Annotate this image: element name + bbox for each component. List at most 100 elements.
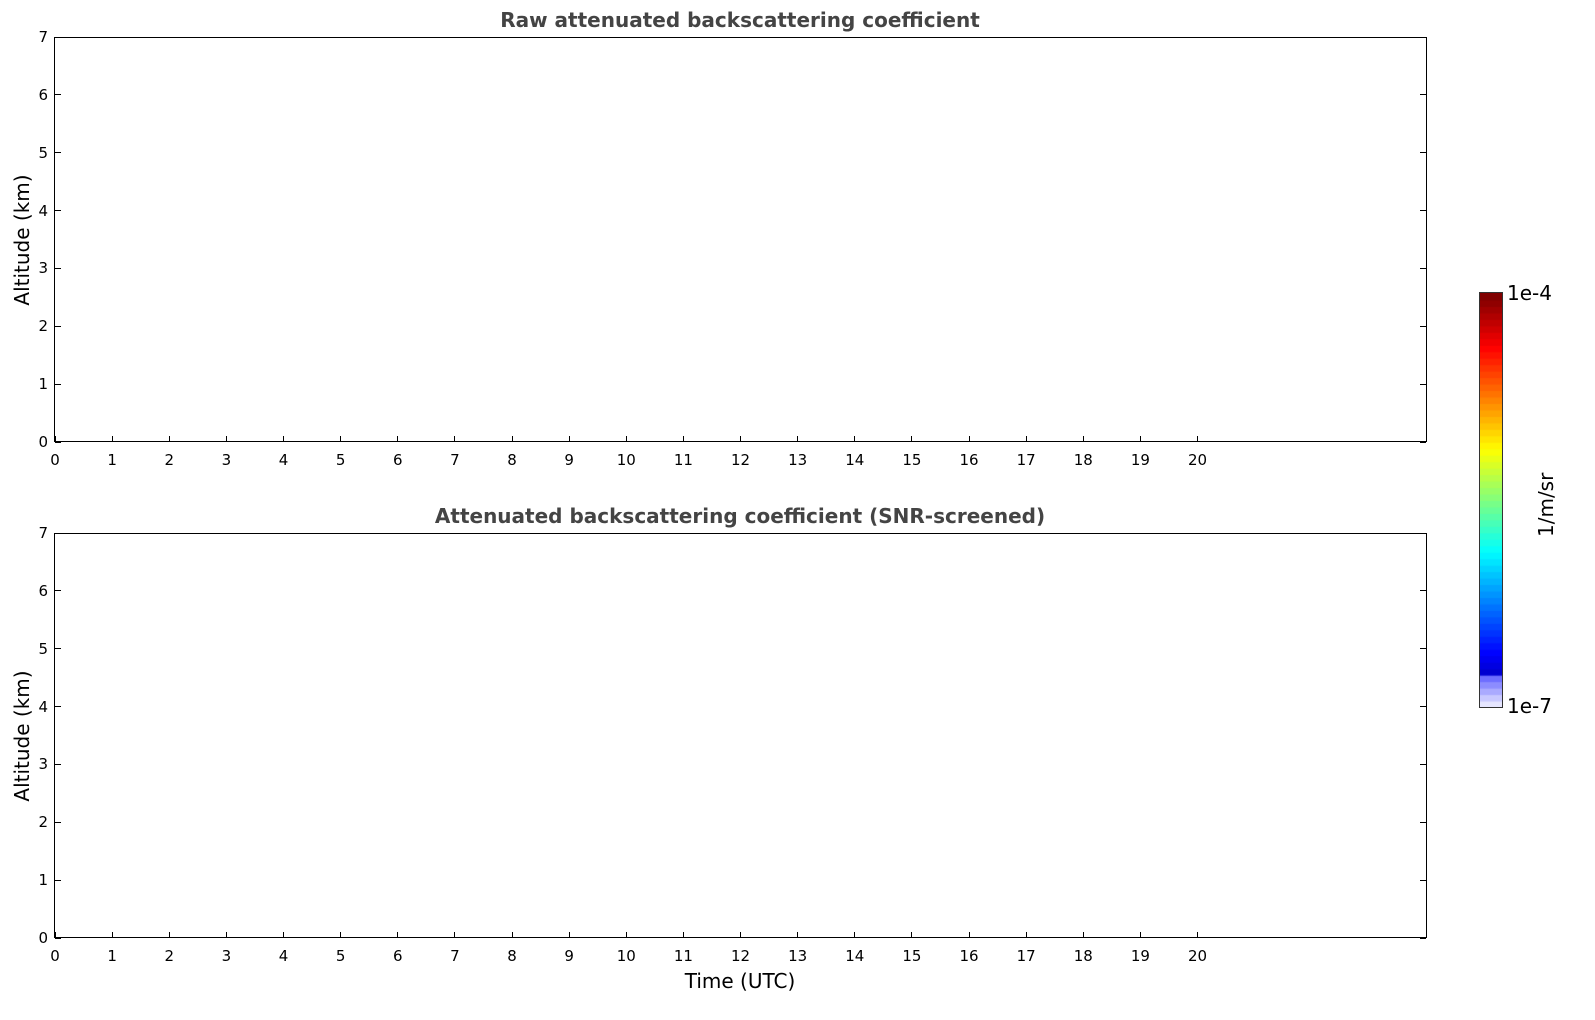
x-tick-label: 20 — [1187, 947, 1208, 965]
y-tick-label: 0 — [38, 929, 48, 947]
y-tick-mark — [1420, 590, 1426, 592]
x-tick-mark — [397, 436, 399, 442]
x-tick-mark — [1025, 932, 1027, 938]
x-tick-label: 19 — [1130, 947, 1150, 965]
x-tick-mark — [911, 932, 913, 938]
y-tick-mark — [1420, 879, 1426, 881]
x-tick-mark — [454, 436, 456, 442]
x-tick-mark — [682, 932, 684, 938]
x-tick-label: 8 — [507, 947, 517, 965]
x-tick-label: 14 — [845, 947, 865, 965]
x-tick-label: 15 — [902, 451, 922, 469]
colorbar-unit-label: 1/m/sr — [1534, 472, 1558, 537]
x-tick-label: 8 — [507, 451, 517, 469]
x-tick-label: 7 — [450, 451, 460, 469]
y-tick-mark — [55, 879, 61, 881]
y-tick-mark — [1420, 383, 1426, 385]
y-tick-mark — [1420, 821, 1426, 823]
y-tick-mark — [1420, 532, 1426, 534]
x-tick-label: 17 — [1016, 947, 1036, 965]
x-tick-label: 1 — [107, 451, 117, 469]
x-tick-mark — [1082, 932, 1084, 938]
screened-y-axis-label: Altitude (km) — [10, 670, 34, 802]
y-tick-mark — [1420, 94, 1426, 96]
x-tick-label: 6 — [392, 947, 403, 965]
x-tick-mark — [1139, 436, 1141, 442]
x-tick-mark — [168, 932, 170, 938]
y-tick-label: 6 — [38, 581, 48, 600]
colorbar-gradient — [1479, 292, 1503, 708]
x-tick-mark — [797, 436, 799, 442]
x-tick-mark — [797, 932, 799, 938]
x-tick-label: 18 — [1073, 451, 1093, 469]
y-tick-mark — [1420, 706, 1426, 708]
y-tick-label: 5 — [38, 143, 48, 162]
y-tick-mark — [55, 937, 61, 939]
x-tick-mark — [625, 436, 627, 442]
y-tick-mark — [55, 821, 61, 823]
x-tick-mark — [54, 436, 56, 442]
y-tick-label: 6 — [38, 85, 48, 104]
y-tick-mark — [55, 648, 61, 650]
x-tick-mark — [854, 436, 856, 442]
x-tick-mark — [1139, 932, 1141, 938]
x-tick-mark — [682, 436, 684, 442]
x-tick-mark — [283, 932, 284, 938]
x-tick-label: 3 — [221, 451, 232, 469]
colorbar-min-label: 1e-7 — [1507, 694, 1552, 718]
y-tick-mark — [55, 210, 61, 212]
x-tick-mark — [568, 932, 570, 938]
y-tick-mark — [1420, 763, 1426, 765]
y-tick-mark — [55, 325, 61, 327]
raw-y-axis-label: Altitude (km) — [10, 174, 34, 306]
x-tick-label: 12 — [730, 947, 751, 965]
y-tick-label: 3 — [38, 755, 48, 774]
x-tick-label: 9 — [564, 947, 574, 965]
y-tick-mark — [1420, 325, 1426, 327]
x-tick-mark — [511, 932, 513, 938]
x-tick-mark — [911, 436, 913, 442]
x-tick-mark — [854, 932, 856, 938]
y-tick-mark — [1420, 648, 1426, 650]
x-tick-mark — [283, 436, 284, 442]
x-tick-label: 9 — [564, 451, 574, 469]
y-tick-mark — [1420, 36, 1426, 38]
y-tick-label: 7 — [38, 524, 48, 542]
x-tick-label: 16 — [959, 947, 979, 965]
y-tick-mark — [55, 267, 61, 269]
y-tick-mark — [55, 152, 61, 154]
y-tick-label: 0 — [38, 433, 48, 451]
x-tick-mark — [225, 932, 227, 938]
x-tick-mark — [568, 436, 570, 442]
x-tick-label: 11 — [673, 451, 693, 469]
x-tick-label: 0 — [50, 451, 60, 469]
y-tick-mark — [1420, 210, 1426, 212]
x-tick-label: 2 — [164, 451, 175, 469]
x-tick-label: 10 — [616, 451, 636, 469]
x-tick-label: 3 — [221, 947, 232, 965]
y-tick-label: 3 — [38, 259, 48, 278]
x-tick-label: 7 — [450, 947, 460, 965]
x-tick-label: 17 — [1016, 451, 1036, 469]
x-tick-label: 12 — [730, 451, 751, 469]
x-tick-mark — [1197, 436, 1198, 442]
y-tick-mark — [1420, 937, 1426, 939]
x-tick-mark — [968, 436, 970, 442]
screened-panel-title: Attenuated backscattering coefficient (S… — [434, 504, 1046, 528]
x-tick-label: 4 — [278, 947, 289, 965]
y-tick-mark — [55, 441, 61, 443]
x-tick-mark — [1197, 932, 1198, 938]
x-tick-label: 11 — [673, 947, 693, 965]
y-tick-mark — [55, 763, 61, 765]
x-tick-label: 14 — [845, 451, 865, 469]
x-tick-mark — [340, 932, 342, 938]
x-tick-label: 20 — [1187, 451, 1208, 469]
y-tick-label: 2 — [38, 317, 48, 336]
raw-plot-frame — [54, 37, 1427, 442]
x-tick-label: 16 — [959, 451, 979, 469]
y-tick-label: 5 — [38, 639, 48, 658]
y-tick-label: 4 — [38, 697, 48, 716]
x-tick-label: 10 — [616, 947, 636, 965]
y-tick-label: 4 — [38, 201, 48, 220]
x-tick-mark — [54, 932, 56, 938]
